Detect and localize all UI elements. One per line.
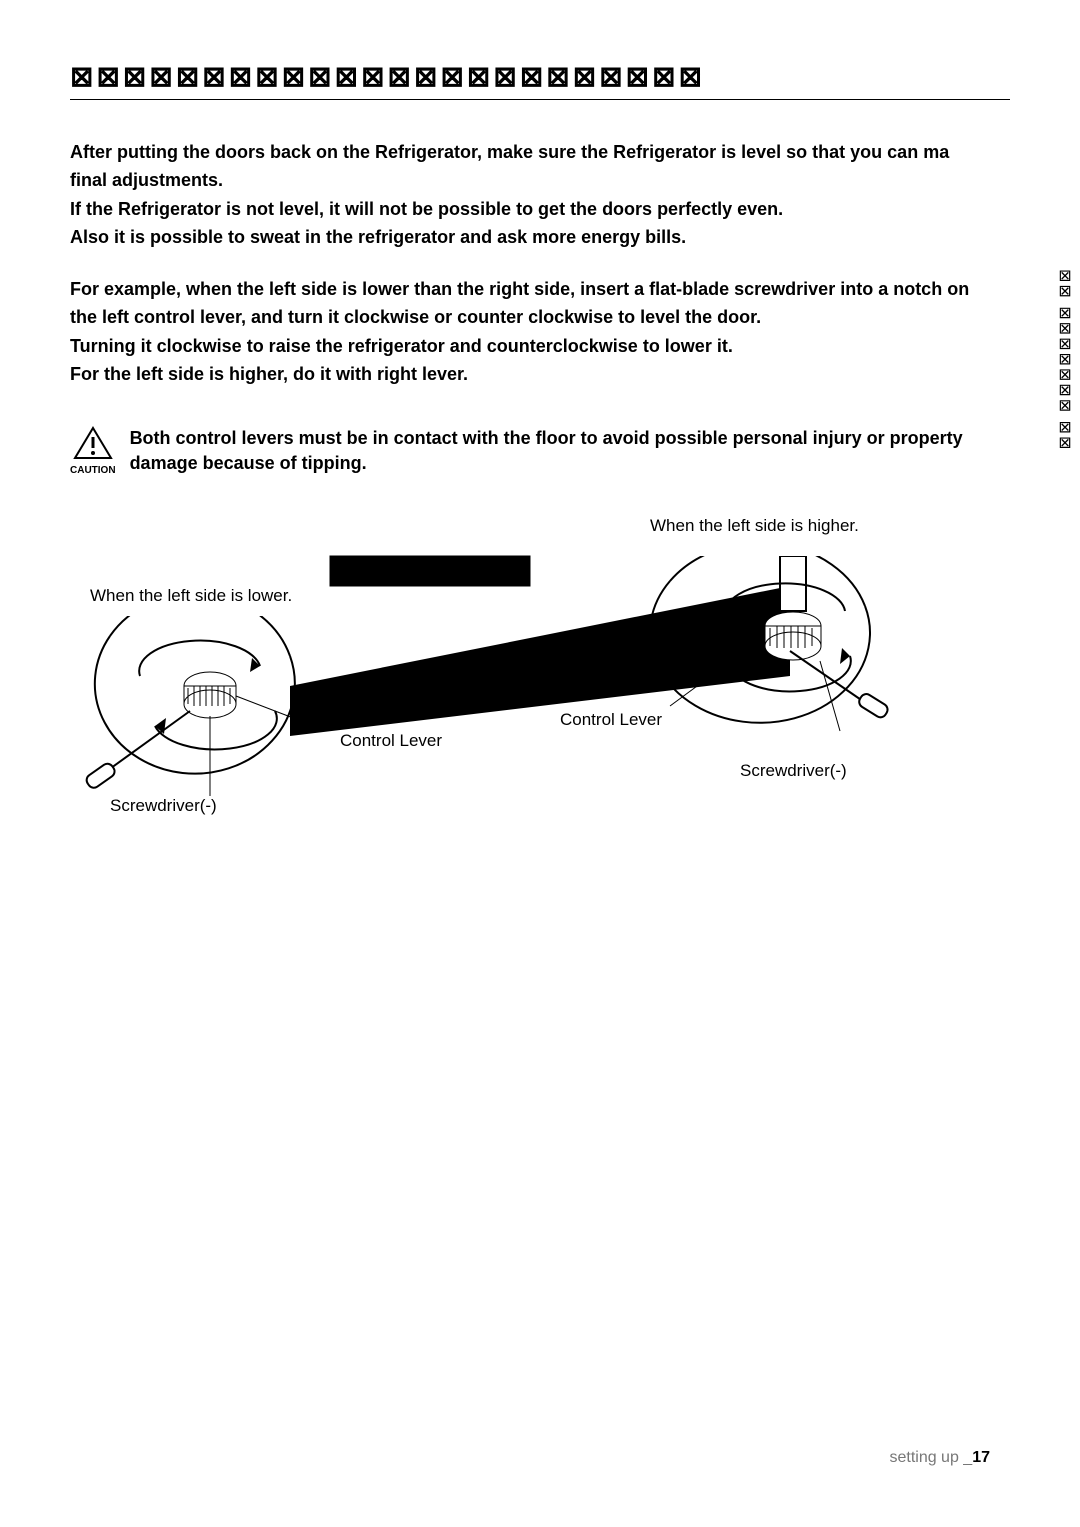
- control-lever-label-left: Control Lever: [340, 731, 442, 751]
- caution-line: damage because of tipping.: [130, 451, 963, 475]
- example-line: For the left side is higher, do it with …: [70, 362, 1010, 386]
- left-caption: When the left side is lower.: [90, 586, 292, 606]
- caution-line: Both control levers must be in contact w…: [130, 426, 963, 450]
- intro-paragraph: After putting the doors back on the Refr…: [70, 140, 1010, 249]
- page-number: 17: [972, 1449, 990, 1466]
- example-line: For example, when the left side is lower…: [70, 277, 1010, 301]
- intro-line: final adjustments.: [70, 168, 1010, 192]
- caution-icon-wrap: CAUTION: [70, 426, 116, 476]
- intro-line: Also it is possible to sweat in the refr…: [70, 225, 1010, 249]
- footer-text: setting up _: [889, 1449, 972, 1466]
- page-footer: setting up _17: [889, 1449, 990, 1467]
- example-paragraph: For example, when the left side is lower…: [70, 277, 1010, 386]
- example-line: Turning it clockwise to raise the refrig…: [70, 334, 1010, 358]
- screwdriver-label-left: Screwdriver(-): [110, 796, 217, 816]
- left-inset-icon: [80, 616, 310, 806]
- intro-line: If the Refrigerator is not level, it wil…: [70, 197, 1010, 221]
- right-inset-icon: [630, 556, 890, 756]
- screwdriver-label-right: Screwdriver(-): [740, 761, 847, 781]
- caution-label: CAUTION: [70, 465, 116, 476]
- control-lever-label-right: Control Lever: [560, 710, 662, 730]
- caution-block: CAUTION Both control levers must be in c…: [70, 426, 1010, 476]
- example-line: the left control lever, and turn it cloc…: [70, 305, 1010, 329]
- warning-triangle-icon: [73, 426, 113, 460]
- page-heading: ⊠⊠⊠⊠⊠⊠⊠⊠⊠⊠⊠⊠⊠⊠⊠⊠⊠⊠⊠⊠⊠⊠⊠⊠: [70, 60, 1010, 100]
- side-tab: ⊠⊠ ⊠⊠⊠⊠⊠⊠⊠ ⊠⊠: [1034, 260, 1074, 460]
- leveling-figure: When the left side is higher. When the l…: [70, 516, 1010, 836]
- intro-line: After putting the doors back on the Refr…: [70, 140, 1010, 164]
- caution-text: Both control levers must be in contact w…: [130, 426, 963, 475]
